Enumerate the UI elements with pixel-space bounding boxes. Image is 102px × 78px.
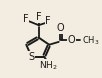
Text: F: F: [45, 16, 51, 26]
Text: S: S: [28, 52, 35, 62]
Text: NH$_2$: NH$_2$: [39, 60, 58, 72]
Text: O: O: [68, 35, 75, 45]
Text: O: O: [57, 23, 64, 33]
Text: CH$_3$: CH$_3$: [82, 34, 100, 47]
Text: F: F: [23, 14, 29, 24]
Text: F: F: [36, 12, 42, 22]
